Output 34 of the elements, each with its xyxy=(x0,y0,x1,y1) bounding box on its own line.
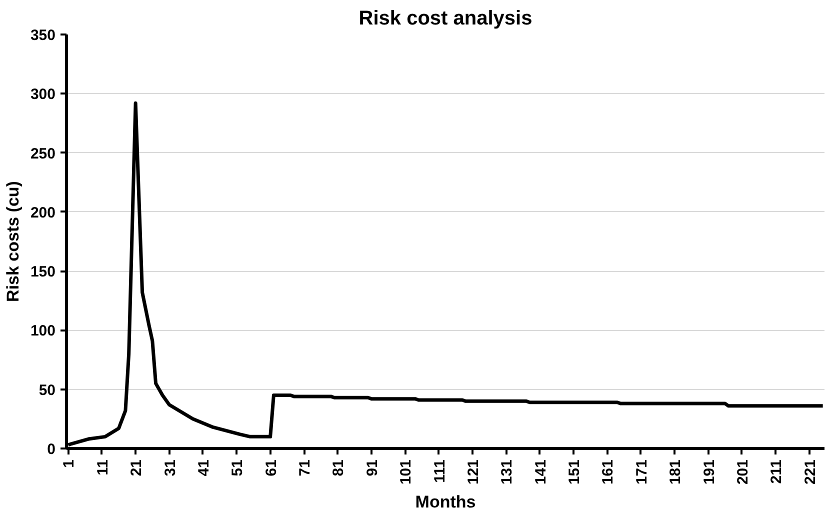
chart-title: Risk cost analysis xyxy=(358,8,532,30)
x-tick-label: 111 xyxy=(431,459,448,483)
x-tick-label: 161 xyxy=(600,459,617,485)
x-tick-label: 51 xyxy=(229,459,246,476)
x-tick-label: 71 xyxy=(296,459,314,476)
x-tick-label: 181 xyxy=(667,459,684,485)
x-tick-label: 151 xyxy=(566,459,584,485)
y-tick-label: 300 xyxy=(30,86,56,104)
y-tick-label: 150 xyxy=(30,264,56,281)
x-tick-label: 91 xyxy=(364,459,381,476)
x-tick-label: 21 xyxy=(128,459,146,476)
x-tick-label: 171 xyxy=(633,459,650,485)
y-tick-label: 200 xyxy=(30,204,56,222)
y-tick-label: 350 xyxy=(30,27,56,44)
y-tick-label: 250 xyxy=(30,145,56,162)
x-tick-label: 41 xyxy=(195,459,212,476)
y-axis-title: Risk costs (cu) xyxy=(3,181,22,302)
x-axis-title: Months xyxy=(415,492,476,512)
x-tick-label: 31 xyxy=(162,459,179,476)
x-tick-label: 221 xyxy=(802,459,819,485)
x-tick-label: 1 xyxy=(60,460,78,468)
x-tick-label: 131 xyxy=(498,459,516,485)
y-tick-label: 0 xyxy=(47,441,56,458)
x-tick-label: 101 xyxy=(398,459,415,485)
x-tick-label: 11 xyxy=(94,459,112,476)
x-tick-label: 81 xyxy=(330,459,348,476)
x-tick-label: 211 xyxy=(768,459,786,484)
x-tick-label: 121 xyxy=(464,459,482,485)
y-tick-label: 50 xyxy=(38,382,56,399)
x-tick-label: 191 xyxy=(700,459,718,485)
y-tick-label: 100 xyxy=(30,322,56,340)
x-tick-label: 141 xyxy=(532,459,550,485)
x-tick-label: 61 xyxy=(262,459,280,476)
x-tick-label: 201 xyxy=(734,459,752,485)
